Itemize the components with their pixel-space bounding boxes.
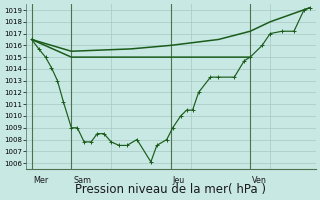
Text: Jeu: Jeu [173, 176, 185, 185]
Text: Sam: Sam [73, 176, 92, 185]
Text: Mer: Mer [34, 176, 49, 185]
X-axis label: Pression niveau de la mer( hPa ): Pression niveau de la mer( hPa ) [75, 183, 266, 196]
Text: Ven: Ven [252, 176, 267, 185]
